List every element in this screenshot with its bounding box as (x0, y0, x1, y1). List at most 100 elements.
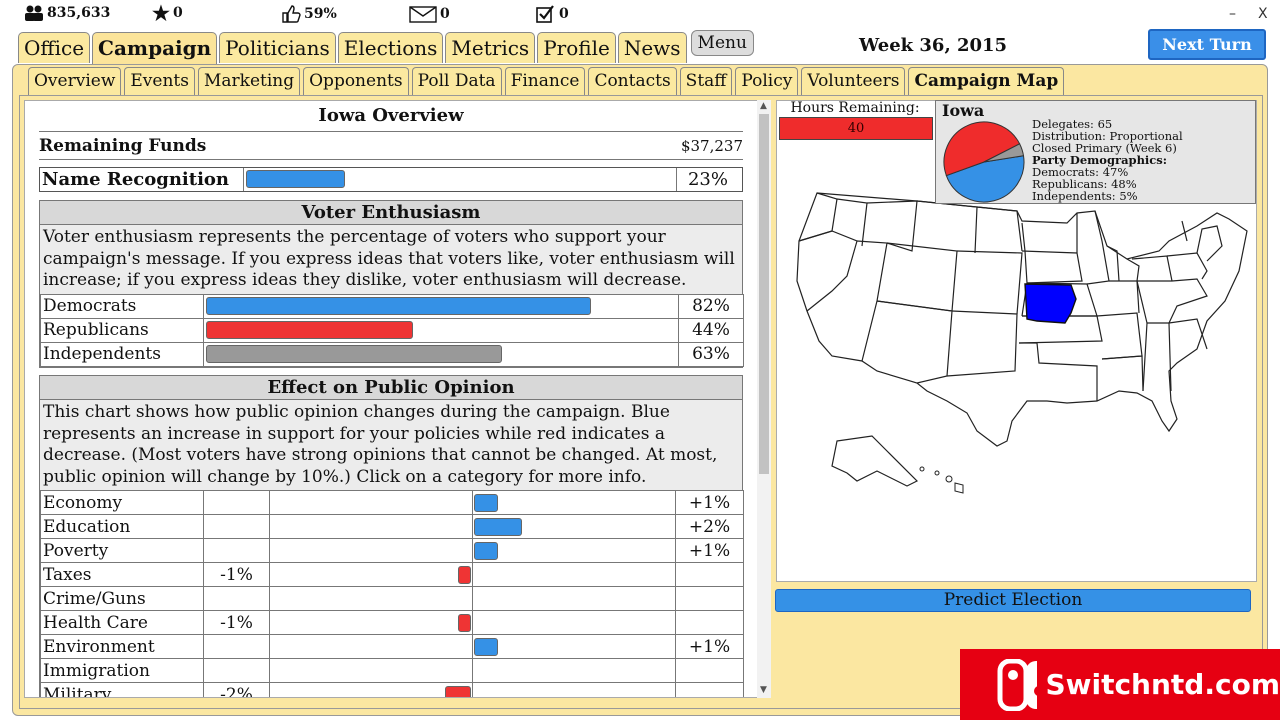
opinion-category[interactable]: Military (40, 682, 204, 697)
iowa-state[interactable] (1024, 283, 1077, 324)
opinion-category[interactable]: Environment (40, 634, 204, 659)
opinion-positive-bar-cell (472, 538, 676, 563)
name-recognition-bar (246, 170, 345, 188)
opinion-negative-bar-cell (269, 490, 473, 515)
delegates: Delegates: 65 (1032, 117, 1113, 131)
opinion-positive-value: +1% (675, 634, 744, 659)
tab-policy[interactable]: Policy (735, 67, 799, 95)
enthusiasm-bar-cell (203, 341, 679, 367)
week-label: Week 36, 2015 (859, 35, 1008, 56)
tab-poll-data[interactable]: Poll Data (411, 67, 502, 95)
opinion-negative-value: -2% (203, 682, 270, 697)
opinion-decrease-bar (458, 614, 471, 632)
opinion-row[interactable]: Education +2% (40, 514, 744, 539)
tab-office[interactable]: Office (18, 32, 91, 63)
enthusiasm-label: Republicans (40, 317, 204, 343)
mail-stat[interactable]: 0 (409, 5, 450, 23)
watermark-text: Switchntd.com (1045, 668, 1280, 701)
tab-events[interactable]: Events (124, 67, 195, 95)
opinion-row[interactable]: Poverty +1% (40, 538, 744, 563)
opinion-increase-bar (474, 518, 522, 536)
tab-overview[interactable]: Overview (28, 67, 122, 95)
approval-value: 59% (304, 6, 337, 22)
minimize-button[interactable]: – (1229, 6, 1236, 22)
opinion-category[interactable]: Health Care (40, 610, 204, 635)
opinion-positive-value: +2% (675, 514, 744, 539)
hours-remaining-label: Hours Remaining: (790, 100, 920, 116)
us-map[interactable] (777, 101, 1258, 583)
tab-metrics[interactable]: Metrics (445, 32, 536, 63)
map-outline (796, 192, 1248, 447)
opinion-row[interactable]: Economy +1% (40, 490, 744, 515)
scrollbar[interactable]: ▲ ▼ (757, 100, 771, 698)
opinion-category[interactable]: Crime/Guns (40, 586, 204, 611)
watermark: Switchntd.com (960, 649, 1280, 720)
tab-marketing[interactable]: Marketing (197, 67, 301, 95)
tab-contacts[interactable]: Contacts (588, 67, 677, 95)
alaska-shape (831, 435, 919, 487)
opinion-category[interactable]: Poverty (40, 538, 204, 563)
enthusiasm-description: Voter enthusiasm represents the percenta… (43, 227, 735, 290)
opinion-category[interactable]: Education (40, 514, 204, 539)
enthusiasm-bar (206, 345, 503, 363)
opinion-row[interactable]: Taxes -1% (40, 562, 744, 587)
opinion-row[interactable]: Crime/Guns (40, 586, 744, 611)
state-name: Iowa (942, 101, 985, 120)
tab-profile[interactable]: Profile (537, 32, 616, 63)
opinion-positive-value: +1% (675, 490, 744, 515)
opinion-positive-value (675, 658, 744, 683)
stars-stat: ★ 0 (152, 3, 183, 23)
opinion-negative-value: -1% (203, 610, 270, 635)
next-turn-button[interactable]: Next Turn (1148, 29, 1266, 60)
opinion-row[interactable]: Health Care -1% (40, 610, 744, 635)
opinion-negative-bar-cell (269, 634, 473, 659)
opinion-positive-bar-cell (472, 658, 676, 683)
opinion-positive-bar-cell (472, 610, 676, 635)
thumbs-up-icon (282, 5, 301, 23)
top-status-bar: 835,633 ★ 0 59% 0 0 – X (0, 0, 1280, 30)
tab-news[interactable]: News (617, 32, 687, 63)
opinion-positive-value (675, 610, 744, 635)
tab-finance[interactable]: Finance (504, 67, 586, 95)
demographics-dem: Democrats: 47% (1032, 165, 1129, 179)
opinion-positive-bar-cell (472, 562, 676, 587)
opinion-increase-bar (474, 638, 498, 656)
opinion-negative-value (203, 538, 270, 563)
primary-type: Closed Primary (Week 6) (1032, 141, 1177, 155)
opinion-category[interactable]: Economy (40, 490, 204, 515)
predict-election-button[interactable]: Predict Election (775, 589, 1251, 612)
tab-campaign[interactable]: Campaign (92, 32, 218, 65)
tab-campaign-map[interactable]: Campaign Map (908, 67, 1065, 95)
opinion-row[interactable]: Military -2% (40, 682, 744, 697)
stars-count: 0 (172, 5, 183, 21)
menu-button[interactable]: Menu (690, 30, 754, 56)
state-overview-panel: Iowa Overview Remaining Funds $37,237 Na… (24, 100, 770, 698)
name-recognition-label: Name Recognition (42, 169, 230, 190)
tab-elections[interactable]: Elections (337, 32, 444, 63)
close-button[interactable]: X (1258, 6, 1268, 22)
opinion-category[interactable]: Immigration (40, 658, 204, 683)
demographics-ind: Independents: 5% (1032, 189, 1138, 203)
enthusiasm-label: Democrats (40, 293, 204, 319)
opinion-negative-value (203, 490, 270, 515)
scroll-down-icon[interactable]: ▼ (760, 685, 767, 695)
enthusiasm-title: Voter Enthusiasm (40, 201, 742, 225)
tab-staff[interactable]: Staff (679, 67, 733, 95)
opinion-category[interactable]: Taxes (40, 562, 204, 587)
tasks-stat[interactable]: 0 (536, 5, 569, 23)
campaign-map-panel (776, 100, 1257, 582)
tab-volunteers[interactable]: Volunteers (801, 67, 906, 95)
opinion-row[interactable]: Environment +1% (40, 634, 744, 659)
overview-title: Iowa Overview (318, 105, 464, 126)
opinion-row[interactable]: Immigration (40, 658, 744, 683)
enthusiasm-value: 44% (678, 317, 744, 343)
sub-tabs: Overview Events Marketing Opponents Poll… (28, 67, 1065, 95)
tab-politicians[interactable]: Politicians (219, 32, 336, 63)
scroll-thumb[interactable] (759, 114, 769, 474)
tab-opponents[interactable]: Opponents (303, 67, 409, 95)
opinion-positive-bar-cell (472, 634, 676, 659)
scroll-up-icon[interactable]: ▲ (760, 101, 767, 111)
opinion-positive-value (675, 682, 744, 697)
opinion-negative-value (203, 634, 270, 659)
pie-slice (943, 121, 1021, 177)
